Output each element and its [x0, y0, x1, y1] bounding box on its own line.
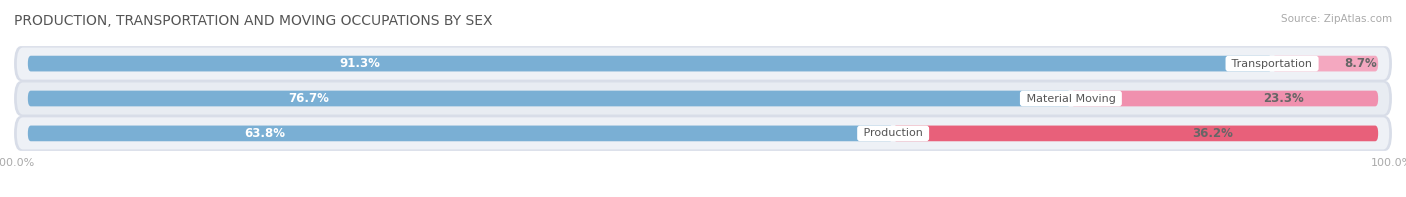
Text: Material Moving: Material Moving	[1022, 94, 1119, 103]
FancyBboxPatch shape	[28, 91, 1071, 106]
FancyBboxPatch shape	[28, 125, 893, 141]
FancyBboxPatch shape	[14, 116, 1392, 151]
FancyBboxPatch shape	[17, 82, 1389, 115]
FancyBboxPatch shape	[1071, 91, 1378, 106]
FancyBboxPatch shape	[14, 46, 1392, 81]
Text: Source: ZipAtlas.com: Source: ZipAtlas.com	[1281, 14, 1392, 24]
FancyBboxPatch shape	[14, 81, 1392, 116]
Text: 91.3%: 91.3%	[339, 57, 380, 70]
Text: 23.3%: 23.3%	[1264, 92, 1305, 105]
Text: 8.7%: 8.7%	[1344, 57, 1376, 70]
FancyBboxPatch shape	[28, 56, 1272, 72]
Text: Production: Production	[860, 128, 927, 138]
Text: Transportation: Transportation	[1229, 59, 1316, 69]
Text: 63.8%: 63.8%	[245, 127, 285, 140]
Text: 36.2%: 36.2%	[1192, 127, 1233, 140]
FancyBboxPatch shape	[17, 47, 1389, 80]
FancyBboxPatch shape	[893, 125, 1378, 141]
Text: 76.7%: 76.7%	[288, 92, 329, 105]
FancyBboxPatch shape	[17, 117, 1389, 150]
Text: PRODUCTION, TRANSPORTATION AND MOVING OCCUPATIONS BY SEX: PRODUCTION, TRANSPORTATION AND MOVING OC…	[14, 14, 492, 28]
FancyBboxPatch shape	[1272, 56, 1378, 72]
